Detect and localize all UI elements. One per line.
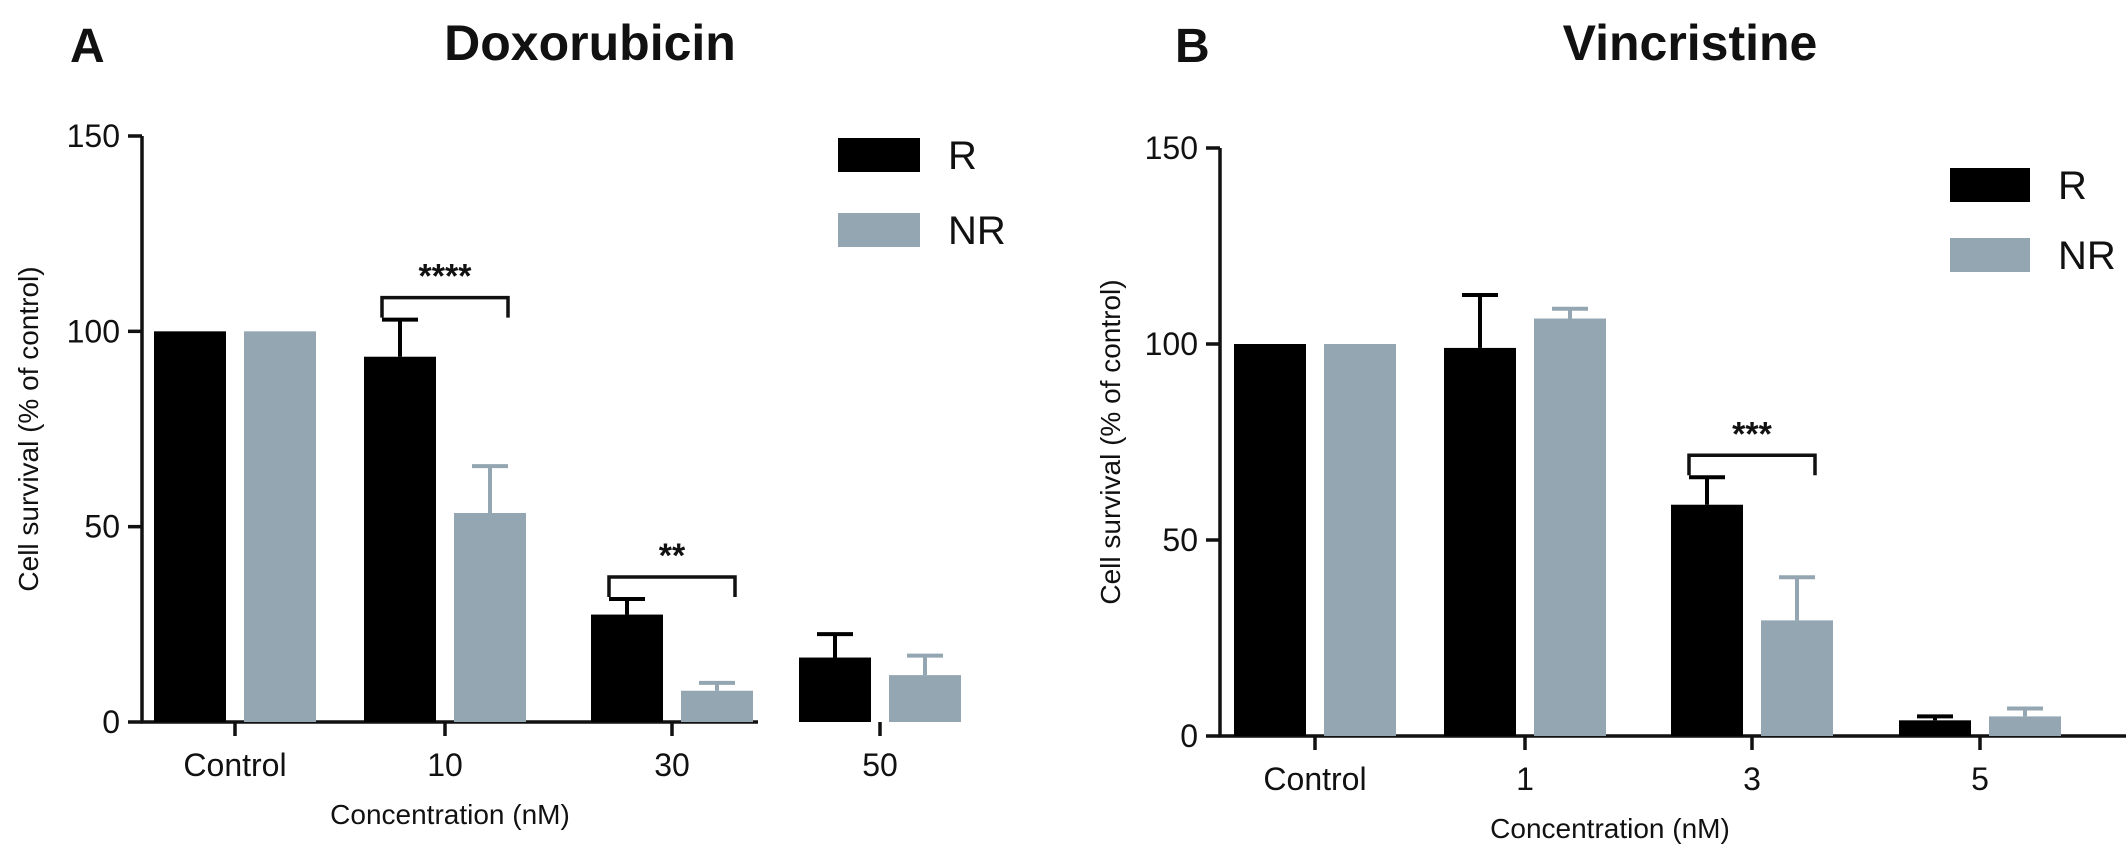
legend-swatch-nr: [838, 213, 920, 247]
x-tick-label: 30: [654, 747, 690, 783]
legend-label: R: [2058, 164, 2087, 208]
bar-r-2: [591, 614, 663, 722]
x-axis-label: Concentration (nM): [330, 799, 570, 830]
significance-bracket: [1687, 453, 1817, 476]
significance-bracket: [607, 575, 737, 597]
bar-r-3: [799, 657, 871, 722]
y-tick-label: 100: [1145, 326, 1198, 362]
significance-bracket: [380, 295, 510, 318]
bar-nr-0: [1324, 344, 1396, 736]
bar-nr-1: [454, 512, 526, 722]
x-tick-label: 1: [1516, 761, 1534, 797]
significance-label: ****: [419, 258, 473, 296]
panel-label: A: [70, 20, 105, 73]
y-tick-label: 50: [1162, 522, 1198, 558]
x-tick-label: 3: [1743, 761, 1761, 797]
legend-label: NR: [2058, 234, 2116, 278]
x-tick-label: Control: [1263, 761, 1366, 797]
legend-swatch-r: [838, 138, 920, 172]
x-tick-label: 5: [1971, 761, 1989, 797]
bar-r-1: [364, 356, 436, 722]
y-tick-label: 150: [67, 118, 120, 154]
legend-label: R: [948, 134, 977, 178]
y-axis-label: Cell survival (% of control): [1095, 279, 1126, 604]
legend-swatch-r: [1950, 168, 2030, 202]
x-tick-label: Control: [183, 747, 286, 783]
y-tick-label: 0: [102, 704, 120, 740]
bar-r-3: [1899, 720, 1971, 736]
bar-r-1: [1444, 347, 1516, 736]
x-tick-label: 50: [862, 747, 898, 783]
chart-title: Doxorubicin: [444, 15, 736, 71]
bar-r-0: [1234, 344, 1306, 736]
panel-label: B: [1175, 20, 1210, 73]
bar-r-0: [154, 331, 226, 722]
bar-r-2: [1671, 504, 1743, 736]
bar-nr-3: [889, 675, 961, 722]
significance-label: ***: [1732, 415, 1772, 453]
bar-nr-2: [1761, 620, 1833, 736]
legend-swatch-nr: [1950, 238, 2030, 272]
bar-nr-1: [1534, 318, 1606, 736]
y-tick-label: 100: [67, 313, 120, 349]
bar-nr-2: [681, 690, 753, 722]
significance-label: **: [659, 537, 686, 575]
y-axis-label: Cell survival (% of control): [13, 266, 44, 591]
y-tick-label: 0: [1180, 718, 1198, 754]
bar-nr-3: [1989, 716, 2061, 736]
x-tick-label: 10: [427, 747, 463, 783]
legend-label: NR: [948, 209, 1006, 253]
chart-title: Vincristine: [1563, 15, 1818, 71]
y-tick-label: 150: [1145, 130, 1198, 166]
bar-nr-0: [244, 331, 316, 722]
x-axis-label: Concentration (nM): [1490, 813, 1730, 844]
y-tick-label: 50: [84, 509, 120, 545]
